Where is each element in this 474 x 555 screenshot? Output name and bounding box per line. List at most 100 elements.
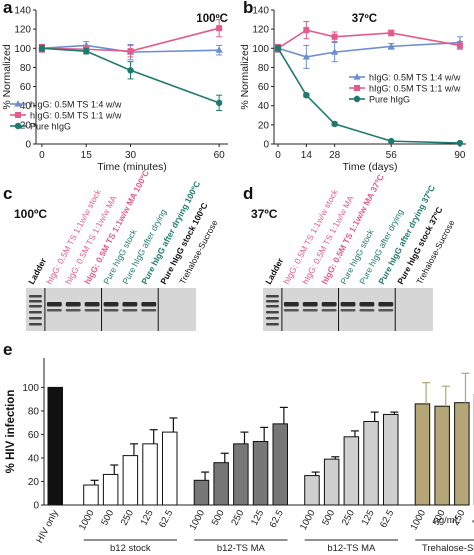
panel-label-b: b (243, 0, 254, 17)
y-tick-label: 0 (33, 501, 39, 512)
bar (343, 436, 360, 506)
data-point (215, 99, 223, 107)
group-label: b12 stock (110, 543, 151, 554)
concentration-label: 1000 (77, 508, 97, 532)
line-chart-b: 0 20 40 60 80 100 120 140 0 14 28 56 90 Time (days) % … (239, 6, 466, 173)
y-tick-label: 40 (258, 101, 270, 112)
y-tick-label: 100 (252, 44, 269, 55)
legend-label: hIgG: 0.5M TS 1:4 w/w (30, 100, 122, 110)
panel-label-c: c (3, 184, 13, 203)
sample-band (302, 309, 318, 312)
y-tick-label: 100 (14, 44, 31, 55)
temperature-label: 100ºC (196, 13, 228, 25)
data-point (274, 45, 282, 52)
concentration-label: 125 (249, 508, 266, 527)
series-line (277, 41, 460, 58)
legend-label: Pure hIgG (30, 122, 71, 132)
concentration-label: 1000 (187, 508, 207, 532)
ladder-band (29, 311, 42, 314)
sample-band (283, 309, 299, 312)
data-point (303, 27, 310, 34)
legend-marker (353, 95, 361, 103)
y-tick-label: 80 (258, 63, 270, 74)
data-point (331, 120, 338, 128)
bar (272, 423, 288, 506)
gel-image (263, 288, 433, 331)
concentration-label: 125 (139, 508, 156, 527)
bar (47, 386, 63, 506)
y-tick-label: 60 (28, 430, 40, 441)
y-tick-label: 80 (20, 63, 32, 74)
y-axis-label: % Normalized (1, 44, 13, 110)
concentration-label: 1000 (298, 508, 318, 532)
legend-label: hIgG: 0.5M TS 1:1 w/w (369, 84, 461, 94)
panel-label-e: e (3, 340, 13, 359)
concentration-label: 1000 (408, 508, 428, 532)
x-tick-label: 90 (454, 150, 466, 161)
sample-band (103, 309, 119, 312)
bar (323, 458, 340, 506)
x-tick-label: 56 (386, 150, 398, 161)
bar (102, 473, 119, 506)
concentration-label: 125 (360, 508, 377, 527)
ladder-band (266, 317, 279, 320)
data-point (456, 42, 463, 49)
concentration-label: 62.5 (268, 508, 286, 529)
panel-label-a: a (3, 0, 13, 17)
gel-image (26, 288, 196, 331)
x-tick-label: 0 (39, 150, 45, 161)
series-line (41, 47, 220, 104)
y-tick-label: 20 (258, 120, 270, 131)
sample-band (340, 302, 356, 307)
x-axis-label: Time (days) (342, 161, 397, 173)
data-point (127, 48, 134, 55)
y-tick-label: 120 (252, 25, 269, 36)
gel-panel-d: 37ºC Ladder hIgG: 0.5M TS 1:1w/w stock hIgG… (237, 172, 474, 345)
ladder-band (29, 305, 42, 308)
data-point (387, 42, 395, 49)
concentration-label: 62.5 (157, 508, 175, 529)
bar (193, 479, 210, 506)
ladder-band (266, 300, 279, 303)
sample-band (321, 309, 337, 312)
gel-temperature-label: 100ºC (14, 207, 48, 221)
bar (122, 455, 139, 506)
series-line (41, 44, 220, 53)
sample-band (359, 309, 375, 312)
sample-band (340, 309, 356, 312)
panel-label-d: d (243, 184, 254, 203)
bar (414, 403, 431, 506)
ladder-band (29, 300, 42, 303)
data-point (83, 47, 90, 55)
ladder-band (266, 295, 279, 298)
y-tick-label: 0 (25, 140, 31, 151)
y-axis-label: % Normalized (239, 44, 251, 110)
sample-band (84, 309, 100, 312)
x-tick-label: 0 (275, 150, 281, 161)
bar (383, 413, 399, 506)
concentration-label: 500 (210, 508, 227, 527)
bar (213, 462, 229, 506)
legend-marker (14, 100, 22, 107)
ladder-band (266, 323, 279, 326)
data-point (388, 137, 395, 145)
sample-band (46, 309, 62, 312)
bar (434, 405, 450, 506)
data-point (388, 29, 395, 36)
y-tick-label: 40 (28, 453, 40, 464)
sample-band (84, 302, 100, 307)
group-label: Trehalose-Sucrose (422, 543, 474, 554)
group-label: HIV only (34, 508, 61, 545)
data-point (302, 53, 310, 60)
sample-band (103, 302, 119, 307)
y-tick-label: 40 (20, 101, 32, 112)
data-point (303, 91, 310, 99)
data-point (38, 45, 46, 52)
bar (233, 443, 249, 506)
x-tick-label: 60 (214, 150, 226, 161)
ladder-band (266, 305, 279, 308)
sample-band (122, 302, 138, 307)
data-point (331, 48, 339, 55)
sample-band (141, 302, 157, 307)
